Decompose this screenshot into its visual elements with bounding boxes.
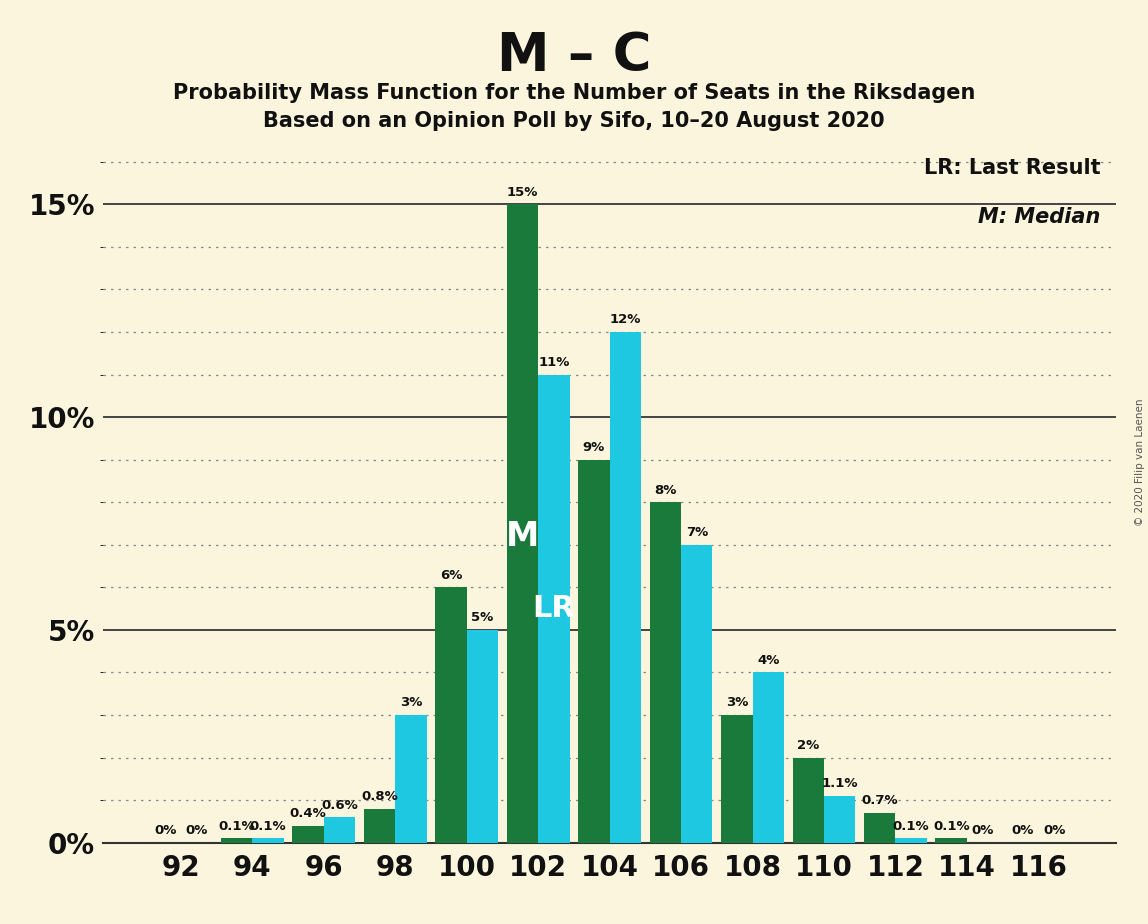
Text: 4%: 4% [757,654,779,667]
Bar [579,459,610,843]
Text: M – C: M – C [497,30,651,82]
Text: 1.1%: 1.1% [822,777,858,790]
Text: 0.6%: 0.6% [321,798,358,811]
Text: 15%: 15% [506,186,538,199]
Text: 0.1%: 0.1% [893,820,930,833]
Text: M: M [506,520,540,553]
Bar [293,826,324,843]
Text: 8%: 8% [654,483,676,497]
Text: 11%: 11% [538,356,569,369]
Text: 0.1%: 0.1% [933,820,970,833]
Bar [466,630,498,843]
Bar [220,838,253,843]
Text: M: Median: M: Median [978,207,1101,227]
Bar [895,838,926,843]
Text: 3%: 3% [726,697,748,710]
Text: LR: Last Result: LR: Last Result [924,158,1101,178]
Text: 0.4%: 0.4% [289,808,326,821]
Bar [364,808,395,843]
Text: 0%: 0% [1042,824,1065,837]
Text: 12%: 12% [610,313,641,326]
Text: 5%: 5% [471,612,494,625]
Text: 7%: 7% [685,527,708,540]
Bar [721,715,753,843]
Bar [610,332,641,843]
Bar [936,838,967,843]
Text: LR: LR [533,594,575,623]
Text: © 2020 Filip van Laenen: © 2020 Filip van Laenen [1134,398,1145,526]
Bar [253,838,284,843]
Bar [395,715,427,843]
Bar [435,588,466,843]
Text: 6%: 6% [440,569,463,582]
Text: 0%: 0% [185,824,208,837]
Text: Based on an Opinion Poll by Sifo, 10–20 August 2020: Based on an Opinion Poll by Sifo, 10–20 … [263,111,885,131]
Text: 0.1%: 0.1% [249,820,286,833]
Text: 9%: 9% [583,441,605,454]
Text: Probability Mass Function for the Number of Seats in the Riksdagen: Probability Mass Function for the Number… [173,83,975,103]
Bar [753,673,784,843]
Text: 3%: 3% [400,697,422,710]
Text: 0%: 0% [1011,824,1034,837]
Bar [538,374,569,843]
Bar [792,758,824,843]
Bar [681,545,713,843]
Bar [324,817,355,843]
Bar [864,813,895,843]
Bar [650,503,681,843]
Text: 0.7%: 0.7% [861,795,898,808]
Text: 0.1%: 0.1% [218,820,255,833]
Text: 0%: 0% [154,824,177,837]
Bar [824,796,855,843]
Text: 0.8%: 0.8% [362,790,398,803]
Text: 0%: 0% [971,824,994,837]
Bar [506,204,538,843]
Text: 2%: 2% [797,739,820,752]
